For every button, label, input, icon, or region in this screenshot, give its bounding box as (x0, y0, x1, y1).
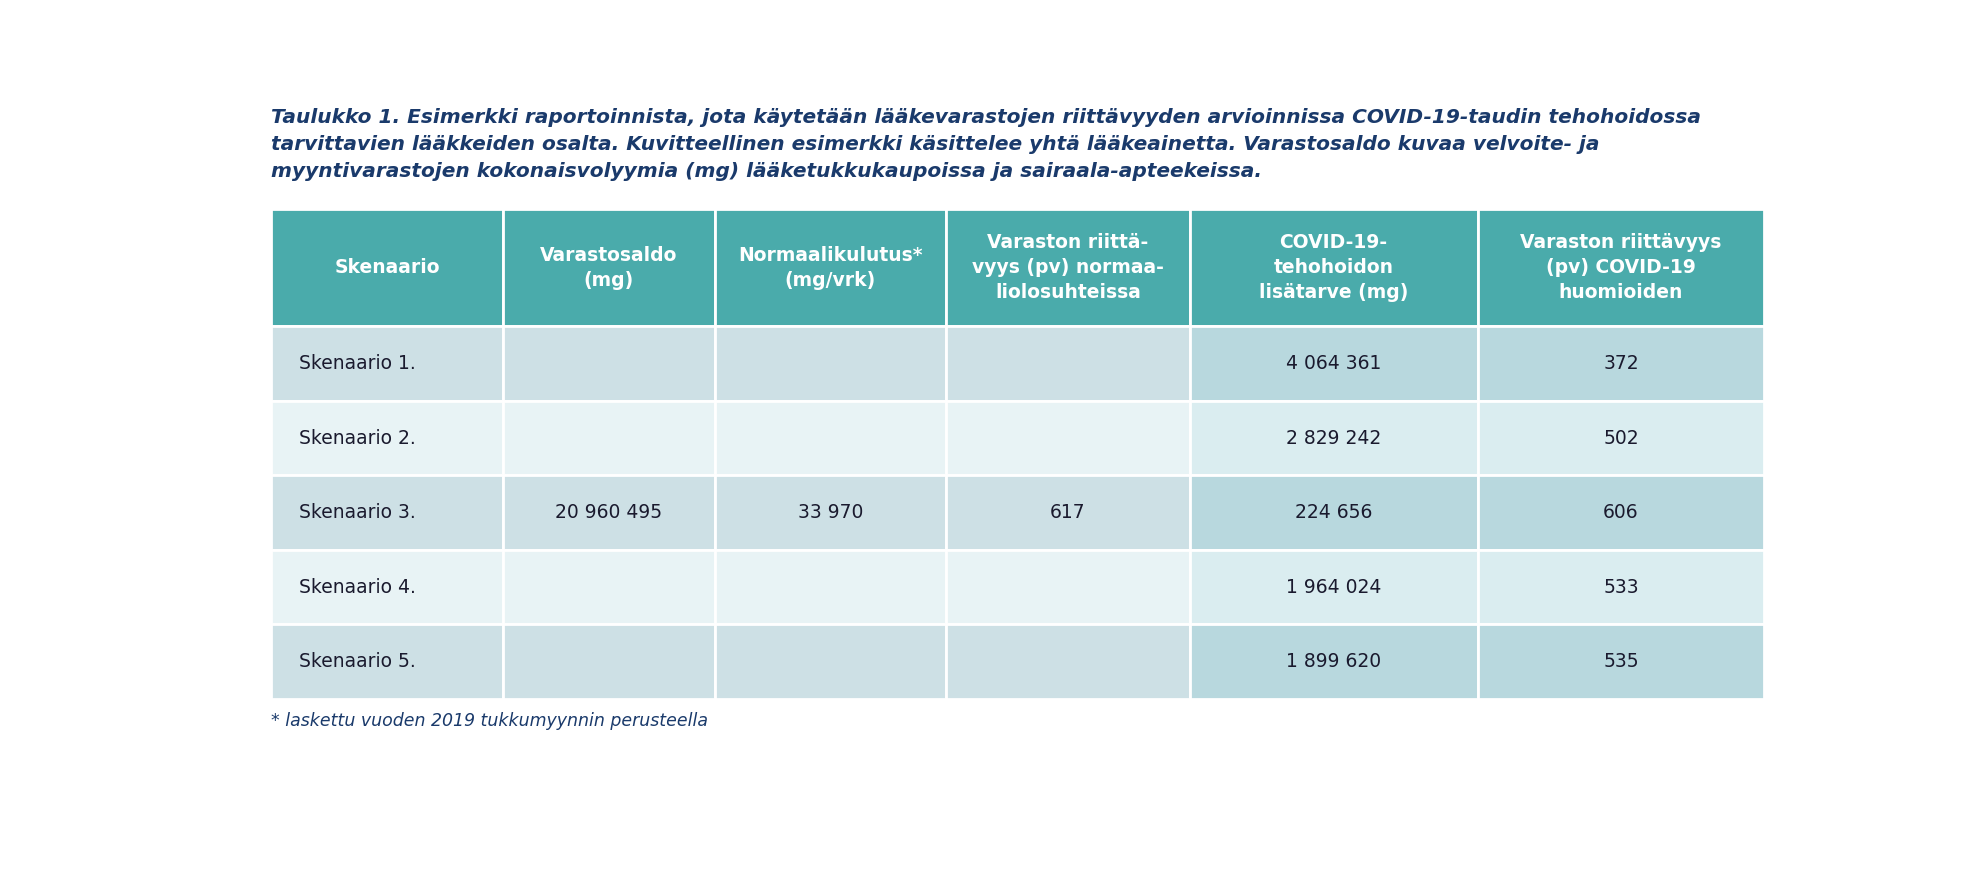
Bar (502, 624, 715, 698)
Bar (1190, 326, 1478, 401)
Bar (272, 208, 502, 326)
Bar (1478, 475, 1764, 550)
Text: Skenaario 1.: Skenaario 1. (300, 354, 415, 373)
Bar (715, 401, 945, 475)
Bar (945, 475, 1190, 550)
Bar (272, 326, 502, 401)
Text: 535: 535 (1603, 652, 1638, 671)
Bar (945, 208, 1190, 326)
Bar (715, 208, 945, 326)
Bar (1478, 550, 1764, 624)
Bar (1190, 401, 1478, 475)
Bar (272, 475, 502, 550)
Text: 533: 533 (1603, 577, 1638, 596)
Text: 224 656: 224 656 (1295, 503, 1372, 522)
Bar (1478, 326, 1764, 401)
Text: 502: 502 (1603, 429, 1638, 447)
Bar (945, 326, 1190, 401)
Text: Varaston riittä-
vyys (pv) normaa-
liolosuhteissa: Varaston riittä- vyys (pv) normaa- liolo… (971, 233, 1164, 302)
Bar (502, 208, 715, 326)
Bar (1478, 401, 1764, 475)
Bar (1190, 475, 1478, 550)
Bar (272, 624, 502, 698)
Bar (1478, 208, 1764, 326)
Bar (715, 624, 945, 698)
Bar (272, 401, 502, 475)
Text: Skenaario 3.: Skenaario 3. (300, 503, 415, 522)
Text: 4 064 361: 4 064 361 (1285, 354, 1382, 373)
Text: 33 970: 33 970 (798, 503, 864, 522)
Bar (715, 326, 945, 401)
Text: 1 964 024: 1 964 024 (1285, 577, 1382, 596)
Text: 617: 617 (1051, 503, 1086, 522)
Text: Normaalikulutus*
(mg/vrk): Normaalikulutus* (mg/vrk) (739, 246, 923, 290)
Bar (945, 401, 1190, 475)
Bar (945, 624, 1190, 698)
Text: 1 899 620: 1 899 620 (1287, 652, 1380, 671)
Bar (715, 475, 945, 550)
Text: * laskettu vuoden 2019 tukkumyynnin perusteella: * laskettu vuoden 2019 tukkumyynnin peru… (272, 712, 709, 730)
Text: 2 829 242: 2 829 242 (1287, 429, 1380, 447)
Text: 606: 606 (1603, 503, 1638, 522)
Bar (1478, 624, 1764, 698)
Bar (502, 401, 715, 475)
Bar (715, 550, 945, 624)
Bar (272, 550, 502, 624)
Bar (945, 550, 1190, 624)
Text: 372: 372 (1603, 354, 1638, 373)
Text: COVID-19-
tehohoidon
lisätarve (mg): COVID-19- tehohoidon lisätarve (mg) (1259, 233, 1408, 302)
Bar (502, 475, 715, 550)
Text: Skenaario 4.: Skenaario 4. (300, 577, 415, 596)
Text: Taulukko 1. Esimerkki raportoinnista, jota käytetään lääkevarastojen riittävyyde: Taulukko 1. Esimerkki raportoinnista, jo… (272, 108, 1702, 181)
Text: Varaston riittävyys
(pv) COVID-19
huomioiden: Varaston riittävyys (pv) COVID-19 huomio… (1521, 233, 1722, 302)
Text: Skenaario 5.: Skenaario 5. (300, 652, 415, 671)
Bar (502, 550, 715, 624)
Text: Skenaario 2.: Skenaario 2. (300, 429, 415, 447)
Bar (1190, 208, 1478, 326)
Text: Skenaario: Skenaario (334, 258, 439, 277)
Text: Varastosaldo
(mg): Varastosaldo (mg) (540, 246, 677, 290)
Bar (1190, 624, 1478, 698)
Bar (502, 326, 715, 401)
Text: 20 960 495: 20 960 495 (556, 503, 661, 522)
Bar (1190, 550, 1478, 624)
